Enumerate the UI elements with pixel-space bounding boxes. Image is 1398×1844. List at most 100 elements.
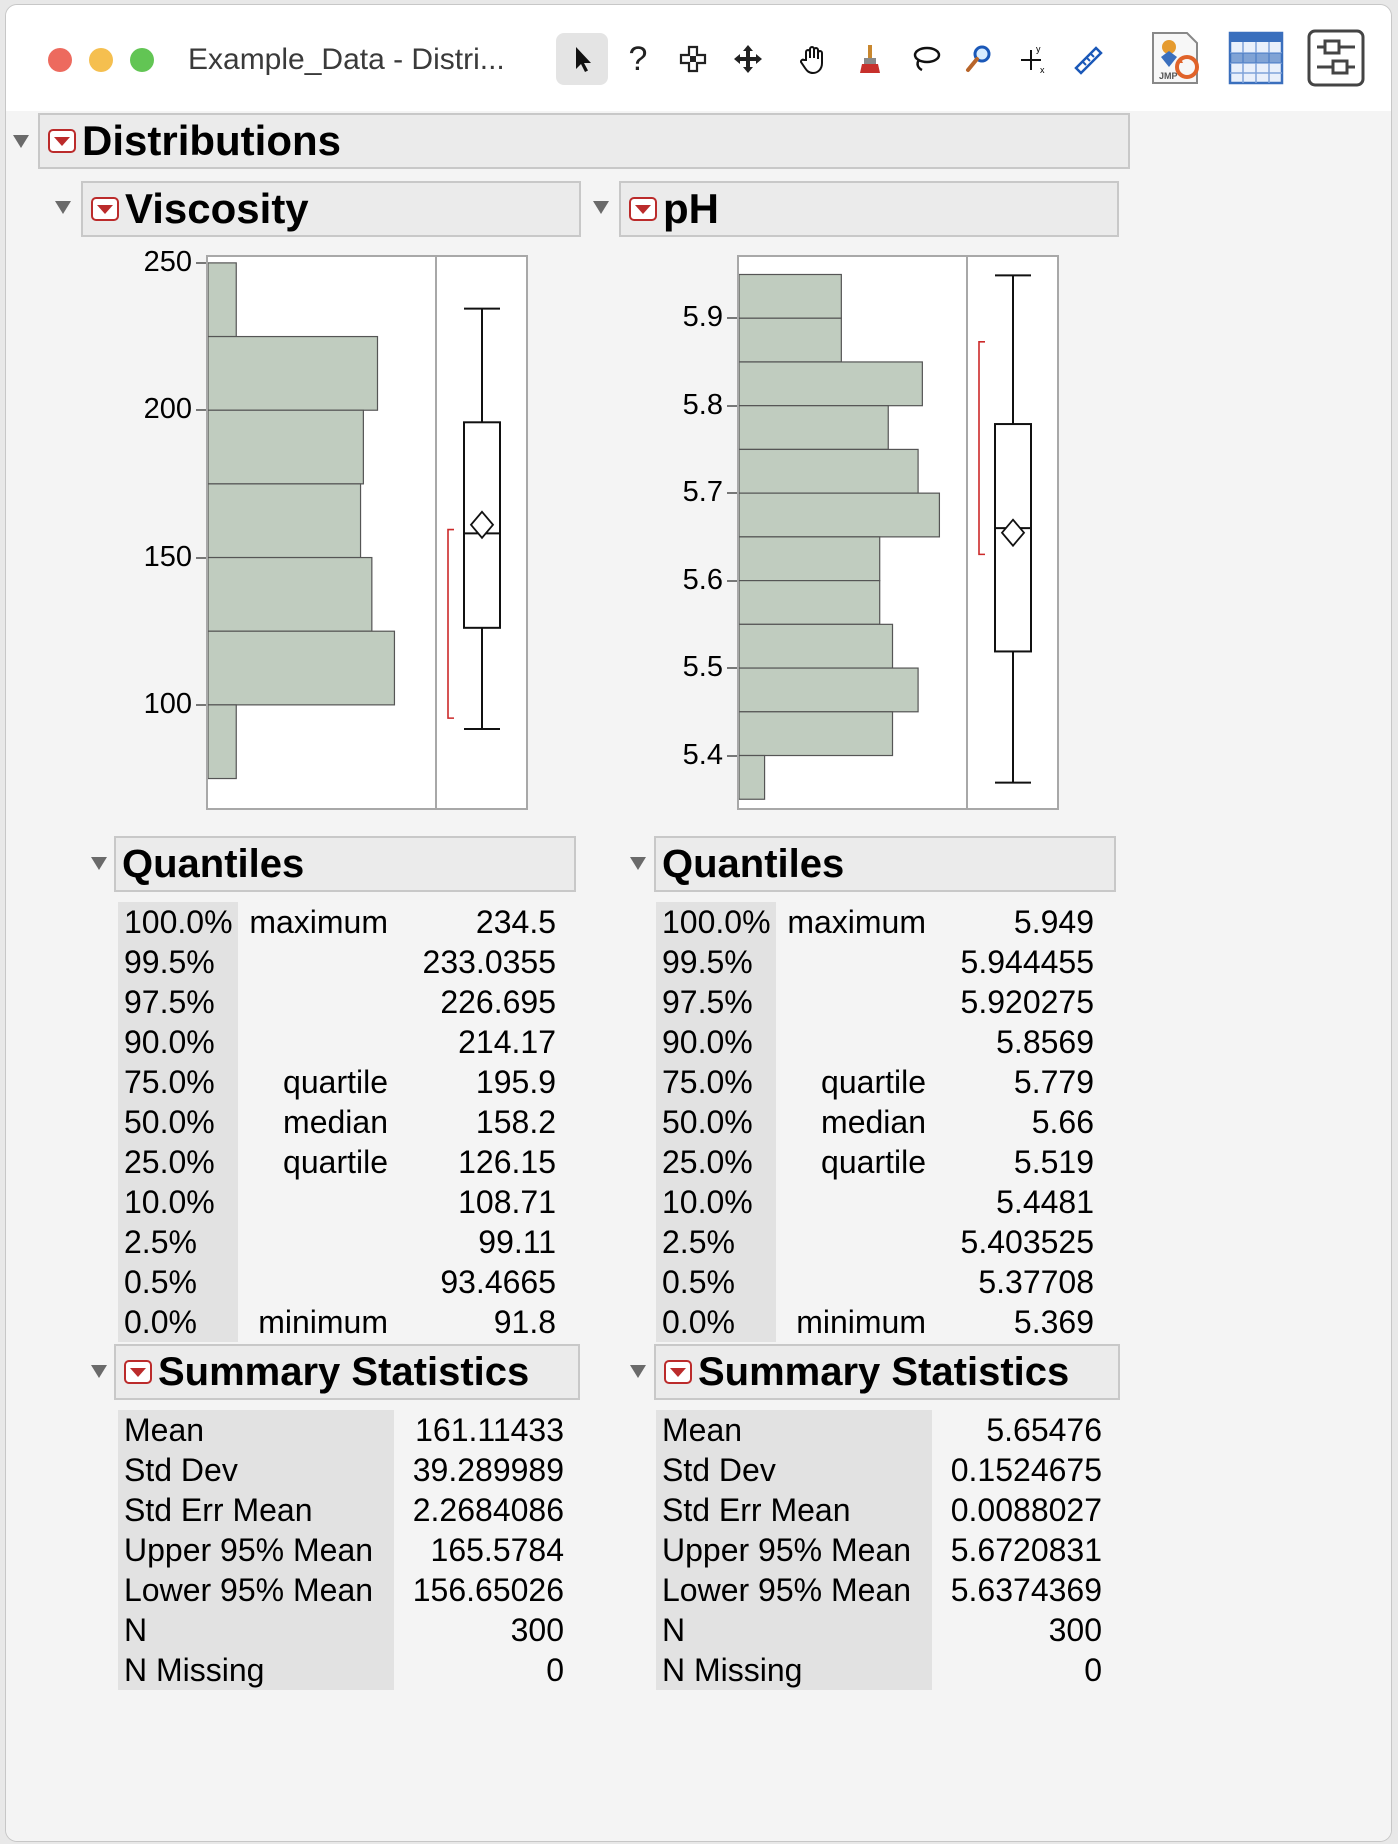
quantile-value: 5.37708 (978, 1263, 1094, 1300)
stat-name: Std Dev (656, 1450, 932, 1490)
ph-histogram-bar[interactable] (739, 492, 941, 538)
viscosity-y-tick (196, 409, 206, 412)
ph-histogram-bar[interactable] (739, 667, 919, 713)
selection-tool-icon[interactable] (667, 33, 719, 85)
quantile-value: 5.944455 (960, 943, 1094, 980)
quantile-label: quartile (821, 1063, 926, 1100)
viscosity-y-tick-label: 100 (143, 687, 192, 720)
ph-histogram-boxplot[interactable] (739, 257, 1057, 808)
scroller-tool-icon[interactable] (722, 33, 774, 85)
annotate-ruler-icon[interactable] (1062, 33, 1114, 85)
lasso-tool-icon[interactable] (899, 33, 951, 85)
arrow-tool-icon[interactable] (556, 33, 608, 85)
quantile-label (776, 1262, 926, 1302)
magnifier-tool-icon[interactable] (953, 33, 1005, 85)
zoom-window-button[interactable] (130, 48, 154, 72)
viscosity-histogram-bar[interactable] (208, 262, 237, 338)
disclosure-viscosity-summary-icon[interactable] (91, 1365, 107, 1378)
ph-plot-frame (737, 255, 1059, 810)
stat-value: 156.65026 (412, 1571, 564, 1608)
quantile-value: 5.369 (1013, 1303, 1094, 1340)
ph-histogram-bar[interactable] (739, 711, 894, 757)
brush-tool-icon[interactable] (844, 33, 896, 85)
help-tool-icon[interactable]: ? (628, 39, 648, 78)
quantile-percent: 10.0% (118, 1182, 238, 1222)
disclosure-viscosity-quantiles-icon[interactable] (91, 857, 107, 870)
viscosity-y-tick-label: 150 (143, 540, 192, 573)
ph-quantiles-header: Quantiles (654, 836, 1116, 892)
table-row: N 300 (118, 1610, 564, 1650)
quantile-value: 158.2 (475, 1103, 556, 1140)
disclosure-ph-icon[interactable] (593, 201, 609, 214)
quantile-value: 233.0355 (422, 943, 556, 980)
table-row: 50.0% median 5.66 (656, 1102, 1094, 1142)
ph-histogram-bar[interactable] (739, 405, 889, 451)
red-triangle-menu-icon[interactable] (664, 1360, 692, 1384)
ph-histogram-bar[interactable] (739, 273, 842, 319)
disclosure-viscosity-icon[interactable] (55, 201, 71, 214)
quantile-label (238, 1222, 388, 1262)
table-row: 75.0% quartile 5.779 (656, 1062, 1094, 1102)
red-triangle-menu-icon[interactable] (124, 1360, 152, 1384)
quantile-value: 91.8 (493, 1303, 556, 1340)
quantile-value: 5.4481 (996, 1183, 1094, 1220)
viscosity-y-tick-label: 250 (143, 245, 192, 278)
table-row: 99.5% 233.0355 (118, 942, 556, 982)
minimize-window-button[interactable] (89, 48, 113, 72)
disclosure-ph-summary-icon[interactable] (630, 1365, 646, 1378)
red-triangle-menu-icon[interactable] (629, 197, 657, 221)
ph-histogram-bar[interactable] (739, 317, 842, 363)
stat-value: 5.6720831 (950, 1531, 1102, 1568)
jmp-home-icon[interactable]: JMP (1149, 29, 1205, 87)
viscosity-histogram-bar[interactable] (208, 630, 396, 706)
red-triangle-menu-icon[interactable] (48, 129, 76, 153)
ph-histogram-bar[interactable] (739, 623, 894, 669)
quantiles-title: Quantiles (662, 841, 845, 886)
viscosity-histogram-bar[interactable] (208, 335, 379, 411)
ph-histogram-bar[interactable] (739, 754, 766, 800)
viscosity-histogram-bar[interactable] (208, 409, 364, 485)
viscosity-histogram-bar[interactable] (208, 704, 237, 780)
stat-value: 0.1524675 (950, 1451, 1102, 1488)
stat-value: 5.6374369 (950, 1571, 1102, 1608)
stat-value: 300 (510, 1611, 564, 1648)
red-triangle-menu-icon[interactable] (91, 197, 119, 221)
close-window-button[interactable] (48, 48, 72, 72)
report-options-icon[interactable] (1307, 29, 1365, 87)
stat-value: 39.289989 (412, 1451, 564, 1488)
data-table-icon[interactable] (1228, 31, 1284, 85)
ph-y-tick-label: 5.9 (682, 301, 723, 334)
ph-histogram-bar[interactable] (739, 448, 919, 494)
quantile-label: median (283, 1103, 388, 1140)
table-row: 90.0% 5.8569 (656, 1022, 1094, 1062)
table-row: 90.0% 214.17 (118, 1022, 556, 1062)
grabber-tool-icon[interactable] (788, 33, 840, 85)
ph-y-tick-label: 5.4 (682, 738, 723, 771)
ph-histogram-bar[interactable] (739, 536, 881, 582)
viscosity-histogram-boxplot[interactable] (208, 257, 526, 808)
ph-summary-header: Summary Statistics (654, 1344, 1120, 1400)
stat-value: 300 (1048, 1611, 1102, 1648)
ph-histogram-bar[interactable] (739, 361, 923, 407)
quantile-percent: 99.5% (656, 942, 776, 982)
disclosure-ph-quantiles-icon[interactable] (630, 857, 646, 870)
stat-value: 165.5784 (430, 1531, 564, 1568)
ph-histogram-bar[interactable] (739, 580, 881, 625)
disclosure-distributions-icon[interactable] (13, 135, 29, 148)
quantile-value: 5.779 (1013, 1063, 1094, 1100)
ph-summary-table: Mean 5.65476 Std Dev 0.1524675 Std Err Mean 0… (656, 1410, 1102, 1690)
table-row: Std Dev 0.1524675 (656, 1450, 1102, 1490)
quantiles-title: Quantiles (122, 841, 305, 886)
stat-value: 161.11433 (415, 1411, 564, 1448)
ph-y-tick-label: 5.8 (682, 388, 723, 421)
quantile-label: quartile (821, 1143, 926, 1180)
viscosity-histogram-bar[interactable] (208, 556, 373, 632)
table-row: 50.0% median 158.2 (118, 1102, 556, 1142)
ph-y-tick-label: 5.7 (682, 476, 723, 509)
viscosity-histogram-bar[interactable] (208, 483, 362, 559)
quantile-value: 234.5 (475, 903, 556, 940)
quantile-percent: 2.5% (656, 1222, 776, 1262)
window-title: Example_Data - Distri... (188, 43, 505, 76)
quantile-percent: 97.5% (118, 982, 238, 1022)
